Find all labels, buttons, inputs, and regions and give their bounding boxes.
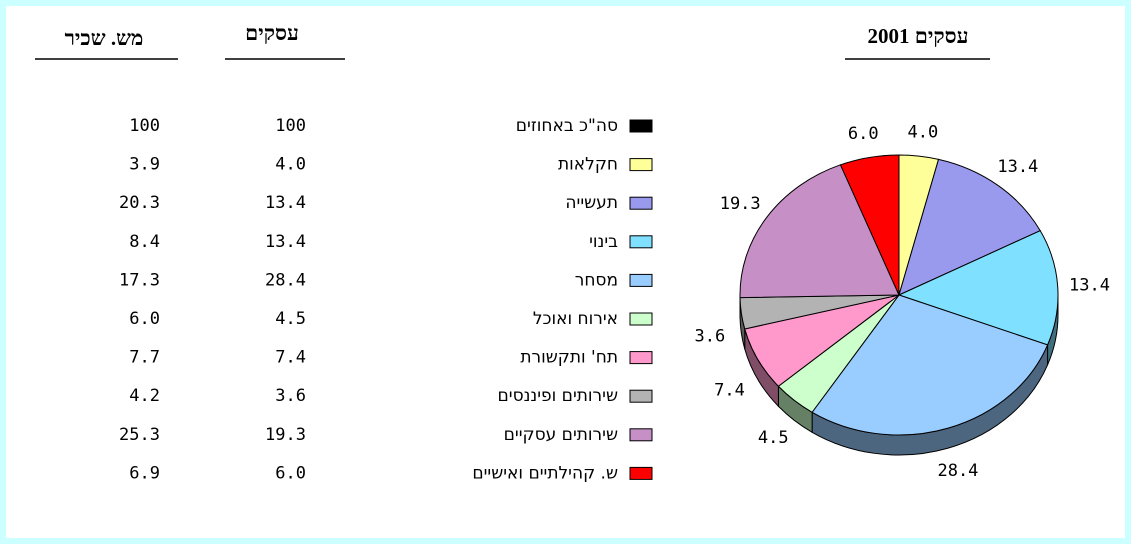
data-label: 4.0 (908, 122, 939, 142)
pie-slice (898, 158, 1041, 296)
cell: 100 (275, 116, 306, 136)
legend-label: שירותים עסקיים (504, 425, 618, 445)
cell: 8.4 (129, 232, 160, 252)
data-label: 4.5 (758, 428, 789, 448)
legend-swatch (629, 196, 653, 210)
column-header: מש. שכיר (65, 26, 144, 50)
cell: 6.0 (275, 463, 306, 483)
legend-swatch (629, 351, 653, 365)
cell: 28.4 (265, 270, 306, 290)
data-label: 19.3 (720, 194, 761, 214)
legend-swatch (629, 428, 653, 442)
cell: 17.3 (119, 270, 160, 290)
legend-label: תעשייה (565, 193, 618, 213)
cell: 20.3 (119, 193, 160, 213)
cell: 3.9 (129, 155, 160, 175)
cell: 13.4 (265, 232, 306, 252)
legend-label: חקלאות (558, 155, 618, 175)
cell: 6.0 (129, 309, 160, 329)
cell: 19.3 (265, 425, 306, 445)
legend-label: סה"כ באחוזים (516, 116, 618, 136)
legend-swatch (629, 119, 653, 133)
data-label: 7.4 (714, 380, 745, 400)
legend-label: אירוח ואוכל (533, 309, 618, 329)
legend-swatch (629, 273, 653, 287)
column-header: עסקים (245, 21, 299, 45)
legend-swatch (629, 389, 653, 403)
pie-slice (897, 230, 1059, 346)
cell: 4.2 (129, 386, 160, 406)
legend-label: בינוי (589, 232, 618, 252)
cell: 7.4 (275, 348, 306, 368)
chart-title: עסקים 2001 (868, 24, 969, 48)
legend-label: תח' ותקשורת (520, 348, 618, 368)
cell: 7.7 (129, 348, 160, 368)
cell: 4.5 (275, 309, 306, 329)
cell: 4.0 (275, 155, 306, 175)
data-label: 3.6 (694, 327, 725, 347)
cell: 13.4 (265, 193, 306, 213)
pie-slice (811, 294, 1049, 436)
data-label: 13.4 (997, 157, 1038, 177)
data-label: 28.4 (937, 461, 978, 481)
legend-swatch (629, 466, 653, 480)
legend-label: ש. קהילתיים ואישיים (472, 463, 618, 483)
legend-swatch (629, 312, 653, 326)
legend-label: מסחר (575, 270, 618, 290)
data-label: 13.4 (1069, 276, 1110, 296)
cell: 6.9 (129, 463, 160, 483)
legend-label: שירותים ופיננסים (497, 386, 618, 406)
legend-swatch (629, 158, 653, 172)
pie-slice (739, 164, 900, 299)
data-label: 6.0 (848, 124, 879, 144)
cell: 25.3 (119, 425, 160, 445)
cell: 100 (129, 116, 160, 136)
cell: 3.6 (275, 386, 306, 406)
pie-slice (839, 154, 900, 296)
legend-swatch (629, 235, 653, 249)
